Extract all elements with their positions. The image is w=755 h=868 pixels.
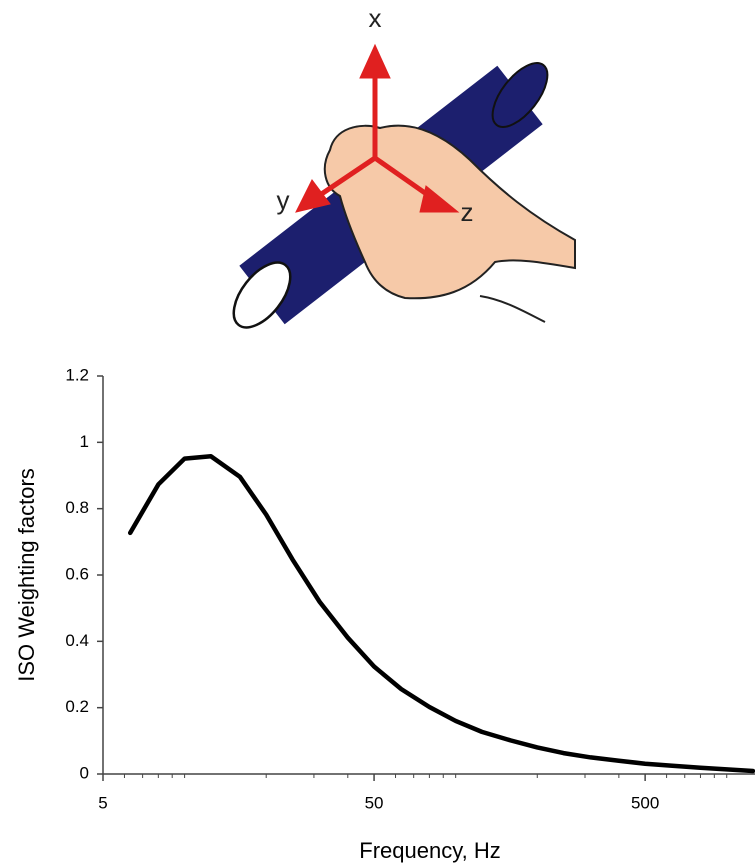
y-tick-label: 0.2 [65, 697, 89, 716]
x-tick-label: 500 [631, 793, 659, 812]
wrist-line [479, 295, 546, 323]
y-tick-label: 0.4 [65, 631, 89, 650]
x-tick-label: 50 [365, 793, 384, 812]
cylinder-opening [232, 261, 292, 329]
y-tick-label: 1.2 [65, 365, 89, 384]
x-tick-label: 5 [98, 793, 107, 812]
x-axis-title: Frequency, Hz [359, 838, 500, 863]
axis-arrows [295, 43, 460, 213]
cylinder-end [491, 62, 549, 128]
y-tick-label: 0 [80, 763, 89, 782]
axis-label: x [369, 3, 382, 33]
y-axis-title: ISO Weighting factors [14, 468, 39, 682]
y-tick-label: 1 [80, 432, 89, 451]
axis-label: z [461, 197, 474, 227]
y-tick-label: 0.8 [65, 498, 89, 517]
y-tick-label: 0.6 [65, 564, 89, 583]
grip-illustration: x y z [232, 3, 576, 329]
curve [127, 454, 755, 774]
axis-label: y [277, 185, 290, 215]
